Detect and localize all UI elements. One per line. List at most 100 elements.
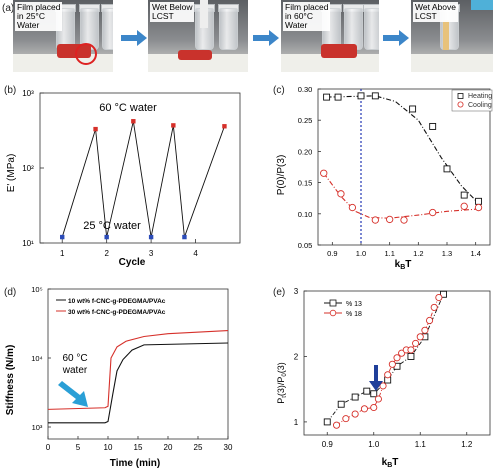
chart-d-legend-1: 10 wt% f-CNC-g-PDEGMA/PVAc	[68, 298, 166, 305]
chart-b-point	[104, 234, 109, 240]
chart-c-cooling-point	[386, 215, 394, 224]
chart-d-xtick-label: 10	[104, 443, 113, 452]
chart-c-heating-point	[429, 122, 437, 130]
chart-c-xlabel: kBT	[395, 259, 412, 271]
chart-d-ytick-label: 10⁴	[31, 354, 43, 363]
chart-b: 60 °C water 25 °C water Cycle E' (MPa) 1…	[6, 89, 241, 268]
chart-b-xtick-label: 3	[149, 249, 154, 258]
chart-c-cooling-point	[400, 216, 408, 224]
photo-4: Wet Above LCST	[411, 0, 493, 72]
chart-e-xtick-label: 1.0	[368, 440, 380, 449]
chart-d-ylabel: Stiffness (N/m)	[5, 345, 16, 416]
chart-e-series-18-point	[342, 415, 350, 423]
chart-e-series-18-point	[384, 371, 392, 379]
chart-b-ytick-label: 10¹	[22, 239, 34, 248]
chart-e-series-18-point	[379, 382, 387, 390]
photo-strip: Film placed in 25°C Water Wet Below LCST…	[13, 0, 493, 72]
chart-d-xtick-label: 0	[46, 443, 51, 452]
chart-c-ytick-label: 0.10	[298, 210, 313, 219]
chart-c-cooling-point	[474, 203, 483, 212]
photo-2: Wet Below LCST	[148, 0, 248, 72]
arrow-right-icon	[121, 30, 147, 46]
chart-b-series-line	[61, 121, 225, 238]
chart-d-ytick-label: 10⁵	[31, 285, 42, 294]
chart-c-cooling-point	[371, 216, 379, 224]
chart-e-series-13-point	[440, 290, 447, 298]
chart-e-series-18-point	[435, 293, 443, 302]
chart-d-series-line	[48, 342, 229, 424]
chart-d-annotation-line1: 60 °C	[62, 353, 87, 364]
chart-b-ylabel: E' (MPa)	[6, 154, 17, 193]
chart-c-heating-point	[475, 197, 482, 205]
chart-b-point	[182, 234, 187, 240]
caption-1: Film placed in 25°C Water	[15, 2, 63, 31]
chart-e-legend-2: % 18	[346, 311, 362, 318]
chart-b-point	[93, 126, 98, 132]
chart-c-ylabel: P(0)/P(3)	[276, 155, 287, 196]
chart-e-series-18-point	[370, 403, 378, 412]
caption-4: Wet Above LCST	[413, 2, 458, 22]
chart-e-frame	[303, 290, 491, 436]
chart-b-xtick-label: 1	[60, 249, 65, 258]
caption-2: Wet Below LCST	[150, 2, 195, 22]
chart-c-frame	[317, 88, 491, 246]
chart-e-series-13-point	[370, 390, 378, 398]
chart-c-xtick-label: 1.3	[442, 249, 452, 258]
chart-c-xtick-label: 0.9	[327, 249, 337, 258]
chart-e: % 13 % 18 kBT Pt(3)/P0(3) 0.9 1.0 1.1 1.2 1 2…	[276, 287, 491, 469]
chart-b-point	[148, 234, 154, 240]
chart-e-ytick-label: 3	[294, 287, 299, 296]
chart-b-xtick-label: 4	[193, 249, 198, 258]
chart-b-xlabel: Cycle	[119, 257, 146, 268]
chart-e-legend-1-marker	[329, 299, 337, 307]
chart-c-legend-heating: Heating	[468, 93, 492, 100]
chart-c-heating-point	[460, 191, 468, 199]
chart-e-series-18-point	[393, 354, 401, 362]
chart-e-ylabel: Pt(3)/P0(3)	[276, 362, 288, 404]
chart-e-series-18-point	[333, 421, 341, 429]
chart-e-series-13-point	[363, 387, 371, 395]
chart-c-heating-point	[409, 105, 417, 113]
chart-c-legend-cooling-marker	[457, 101, 464, 108]
chart-d-xtick-label: 20	[164, 443, 173, 452]
photo-1: Film placed in 25°C Water	[13, 0, 113, 72]
panel-d-letter: (d)	[4, 287, 17, 298]
chart-e-series-13-point	[323, 418, 331, 426]
caption-3: Film placed in 60°C Water	[283, 2, 331, 31]
chart-e-xtick-label: 0.9	[322, 440, 334, 449]
chart-b-ytick-label: 10³	[22, 89, 34, 98]
arrow-down-icon	[369, 365, 383, 391]
chart-b-annotation-cold: 25 °C water	[83, 220, 141, 232]
chart-c-heating-point	[443, 165, 451, 173]
chart-c-xtick-label: 1.0	[356, 249, 366, 258]
chart-c-heating-point	[323, 93, 331, 101]
chart-b-point	[222, 124, 227, 129]
arrow-right-icon	[383, 30, 409, 46]
chart-d-annotation-line2: water	[62, 365, 88, 376]
panel-e-letter: (e)	[273, 287, 286, 298]
chart-e-ytick-label: 2	[294, 352, 299, 361]
chart-e-series-13-line	[326, 294, 444, 423]
chart-b-point	[131, 119, 136, 124]
chart-e-ytick-label: 1	[294, 418, 299, 427]
chart-c-heating-fit	[326, 95, 482, 207]
panel-a-letter: (a)	[2, 3, 15, 14]
chart-e-series-18-point	[374, 395, 382, 403]
chart-e-series-18-point	[407, 346, 415, 354]
chart-c-cooling-point	[320, 169, 328, 177]
chart-c-xtick-label: 1.2	[413, 249, 423, 258]
chart-d-series-line	[47, 329, 229, 410]
chart-e-series-18-point	[412, 339, 420, 347]
chart-c-heating-point	[334, 93, 342, 101]
chart-e-xtick-label: 1.1	[415, 440, 427, 449]
chart-c-ytick-label: 0.20	[298, 147, 313, 156]
photo-3: Film placed in 60°C Water	[281, 0, 379, 72]
chart-d: 10 wt% f-CNC-g-PDEGMA/PVAc 30 wt% f-CNC-…	[5, 285, 233, 469]
chart-d-legend-2: 30 wt% f-CNC-g-PDEGMA/PVAc	[68, 309, 166, 316]
chart-e-series-13-point	[407, 353, 415, 360]
arrow-icon	[58, 381, 88, 407]
chart-b-point	[171, 123, 176, 128]
chart-d-ytick-label: 10³	[32, 423, 43, 432]
chart-e-series-18-point	[388, 360, 396, 368]
chart-e-series-18-point	[351, 410, 359, 418]
